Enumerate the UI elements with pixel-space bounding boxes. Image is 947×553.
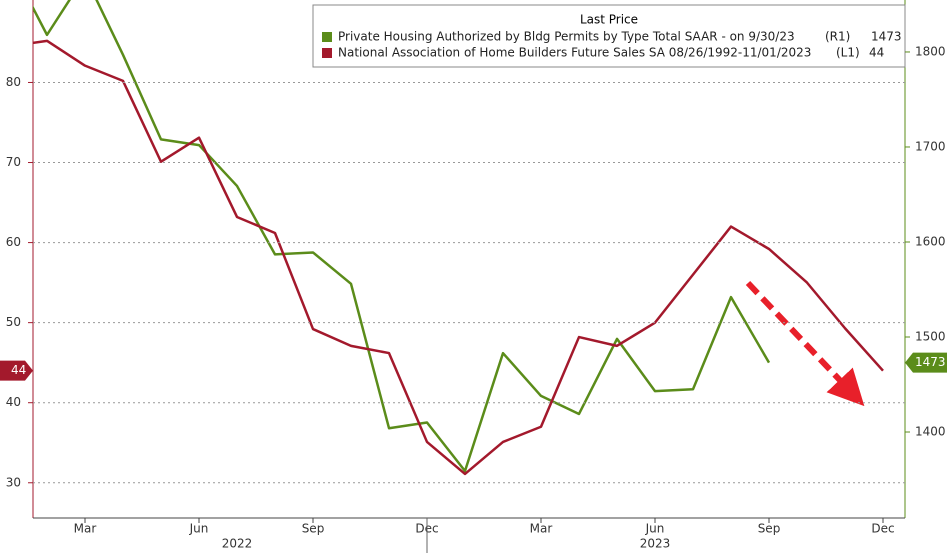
y-tick-label: 60	[6, 235, 21, 249]
x-tick-label: Dec	[871, 522, 894, 536]
x-tick-label: Mar	[74, 522, 97, 536]
y-tick-label: 70	[6, 155, 21, 169]
y2-tick-label: 1500	[915, 330, 946, 344]
legend-last-value: 1473	[871, 30, 902, 44]
x-tick-label: Sep	[758, 522, 781, 536]
legend	[312, 4, 906, 68]
trend-arrow	[745, 280, 865, 407]
y2-tick-label: 1700	[915, 139, 946, 153]
legend-last-value: 44	[869, 46, 884, 60]
x-tick-label: Jun	[645, 522, 665, 536]
legend-title: Last Price	[580, 13, 638, 27]
plot-area	[33, 0, 884, 476]
last-value-badge	[905, 352, 947, 373]
x-tick-label: Sep	[302, 522, 325, 536]
year-label: 2022	[222, 537, 253, 551]
legend-label: Private Housing Authorized by Bldg Permi…	[338, 30, 795, 44]
series-line	[33, 39, 884, 476]
y2-tick-label: 1400	[915, 425, 946, 439]
y-tick-label: 40	[6, 395, 21, 409]
year-label: 2023	[640, 537, 671, 551]
legend-swatch	[322, 32, 332, 42]
legend-swatch	[322, 48, 332, 58]
legend-axis-tag: (R1)	[825, 30, 850, 44]
last-value-badge	[0, 360, 33, 381]
last-value-badge-label: 1473	[915, 355, 946, 369]
y-tick-label: 30	[6, 475, 21, 489]
series-line	[33, 0, 771, 473]
y-tick-label: 50	[6, 315, 21, 329]
last-value-badge-label: 44	[11, 363, 26, 377]
x-tick-label: Jun	[189, 522, 209, 536]
legend-axis-tag: (L1)	[836, 46, 860, 60]
legend-label: National Association of Home Builders Fu…	[338, 46, 811, 60]
y2-tick-label: 1600	[915, 234, 946, 248]
x-tick-label: Mar	[530, 522, 553, 536]
y-tick-label: 80	[6, 75, 21, 89]
y2-tick-label: 1800	[915, 44, 946, 58]
